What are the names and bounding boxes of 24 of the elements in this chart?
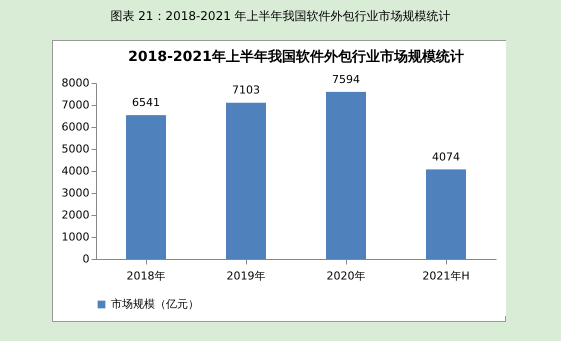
y-tick-label: 8000 [62,76,90,90]
bar [226,102,266,259]
legend-label: 市场规模（亿元） [111,298,199,310]
data-label: 6541 [132,96,160,110]
x-tick-label: 2019年 [226,270,266,282]
x-tick-label: 2018年 [126,270,166,282]
y-tick-label: 3000 [62,186,90,200]
y-tick-label: 5000 [62,142,90,156]
data-label: 4074 [432,150,460,164]
chart-title: 2018-2021年上半年我国软件外包行业市场规模统计 [128,48,464,65]
y-tick-label: 1000 [62,230,90,244]
bar [126,115,166,259]
y-tick-label: 2000 [62,208,90,222]
text: 图表 21：2018-2021 年上半年我国软件外包行业市场规模统计 [109,8,452,25]
y-tick-label: 6000 [62,120,90,134]
x-tick-label: 2020年 [326,270,366,282]
y-tick-label: 4000 [62,164,90,178]
bar [326,92,366,259]
x-tick-label: 2021年H [422,270,470,282]
y-tick-label: 7000 [62,98,90,112]
bar [426,169,466,259]
y-tick-label: 0 [82,252,90,266]
data-label: 7103 [232,84,260,97]
data-label: 7594 [332,72,360,86]
